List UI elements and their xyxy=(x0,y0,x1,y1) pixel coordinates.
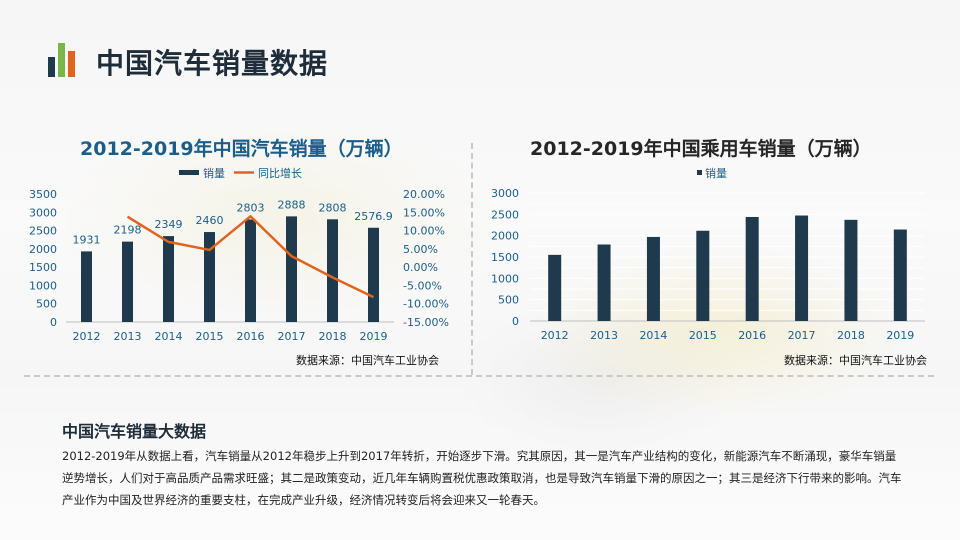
summary-text: 2012-2019年从数据上看，汽车销量从2012年稳步上升到2017年转折，开… xyxy=(62,449,902,507)
y-tick-label: 2000 xyxy=(29,243,57,256)
data-label: 2576.9 xyxy=(354,210,393,223)
x-tick-label: 2018 xyxy=(319,330,347,343)
x-tick-label: 2016 xyxy=(738,329,766,342)
bar xyxy=(163,236,174,322)
bar xyxy=(548,254,562,321)
chart2-title: 2012-2019年中国乘用车销量（万辆） xyxy=(530,138,872,160)
y-tick-label: 2500 xyxy=(491,208,519,221)
y-tick-label: 1000 xyxy=(491,272,519,285)
x-tick-label: 2015 xyxy=(196,330,224,343)
data-label: 1931 xyxy=(73,233,101,246)
x-tick-label: 2015 xyxy=(689,329,717,342)
y-tick-label: 3500 xyxy=(29,188,57,201)
y2-tick-label: -5.00% xyxy=(403,279,442,292)
y-tick-label: 500 xyxy=(36,298,57,311)
chart2-source: 数据来源：中国汽车工业协会 xyxy=(784,354,927,367)
bar xyxy=(696,230,710,321)
legend-bar-label: 销量 xyxy=(203,166,225,180)
x-tick-label: 2017 xyxy=(788,329,816,342)
y-tick-label: 3000 xyxy=(491,187,519,200)
bar xyxy=(844,219,858,321)
x-tick-label: 2013 xyxy=(590,329,618,342)
data-label: 2349 xyxy=(155,218,183,231)
legend-bar-swatch xyxy=(179,170,199,175)
bar xyxy=(745,216,759,321)
x-tick-label: 2014 xyxy=(639,329,667,342)
x-tick-label: 2018 xyxy=(837,329,865,342)
y2-tick-label: 20.00% xyxy=(403,188,445,201)
page-title: 中国汽车销量数据 xyxy=(96,47,329,80)
chart1-source: 数据来源：中国汽车工业协会 xyxy=(296,354,439,367)
vertical-divider xyxy=(471,143,473,375)
bar xyxy=(122,241,133,322)
data-label: 2803 xyxy=(237,201,265,214)
x-tick-label: 2013 xyxy=(114,330,142,343)
horizontal-divider xyxy=(24,375,934,377)
x-tick-label: 2016 xyxy=(237,330,265,343)
bar xyxy=(597,244,611,321)
bar xyxy=(646,236,660,321)
bar-chart-logo-icon xyxy=(48,43,78,77)
data-label: 2888 xyxy=(278,198,306,211)
bar xyxy=(893,229,907,321)
legend-bar-label: 销量 xyxy=(705,166,727,180)
bar xyxy=(368,227,379,322)
x-tick-label: 2017 xyxy=(278,330,306,343)
legend-bar-swatch xyxy=(697,170,702,175)
bar xyxy=(795,215,809,321)
y-tick-label: 0 xyxy=(512,315,519,328)
y2-tick-label: 0.00% xyxy=(403,261,438,274)
bar xyxy=(286,216,297,322)
growth-line xyxy=(126,215,375,299)
y-tick-label: 1000 xyxy=(29,279,57,292)
data-label: 2460 xyxy=(196,214,224,227)
y-tick-label: 500 xyxy=(498,294,519,307)
y2-tick-label: -10.00% xyxy=(403,298,449,311)
y-tick-label: 3000 xyxy=(29,206,57,219)
bar xyxy=(245,219,256,322)
y-tick-label: 0 xyxy=(50,316,57,329)
summary-title: 中国汽车销量大数据 xyxy=(62,422,207,441)
y-tick-label: 2000 xyxy=(491,230,519,243)
x-tick-label: 2019 xyxy=(886,329,914,342)
x-tick-label: 2014 xyxy=(155,330,183,343)
data-label: 2808 xyxy=(319,201,347,214)
y-tick-label: 1500 xyxy=(491,251,519,264)
y-tick-label: 1500 xyxy=(29,261,57,274)
x-tick-label: 2012 xyxy=(73,330,101,343)
data-label: 2198 xyxy=(114,224,142,237)
x-tick-label: 2019 xyxy=(360,330,388,343)
bar xyxy=(81,251,92,322)
chart2-passenger-sales: 销量 0 500 1000 1500 2000 2500 3000 2012 2013 2014 20… xyxy=(491,166,925,342)
y2-tick-label: 10.00% xyxy=(403,225,445,238)
chart1-total-sales: 销量 同比增长 0 500 1000 1500 2000 2500 3000 3500 -15.00… xyxy=(29,166,449,343)
legend-line-label: 同比增长 xyxy=(258,166,302,180)
y-tick-label: 2500 xyxy=(29,225,57,238)
y2-tick-label: 15.00% xyxy=(403,206,445,219)
y2-tick-label: 5.00% xyxy=(403,243,438,256)
x-tick-label: 2012 xyxy=(541,329,569,342)
bar xyxy=(327,219,338,322)
bar xyxy=(204,232,215,322)
chart1-title: 2012-2019年中国汽车销量（万辆） xyxy=(80,138,403,160)
y2-tick-label: -15.00% xyxy=(403,316,449,329)
